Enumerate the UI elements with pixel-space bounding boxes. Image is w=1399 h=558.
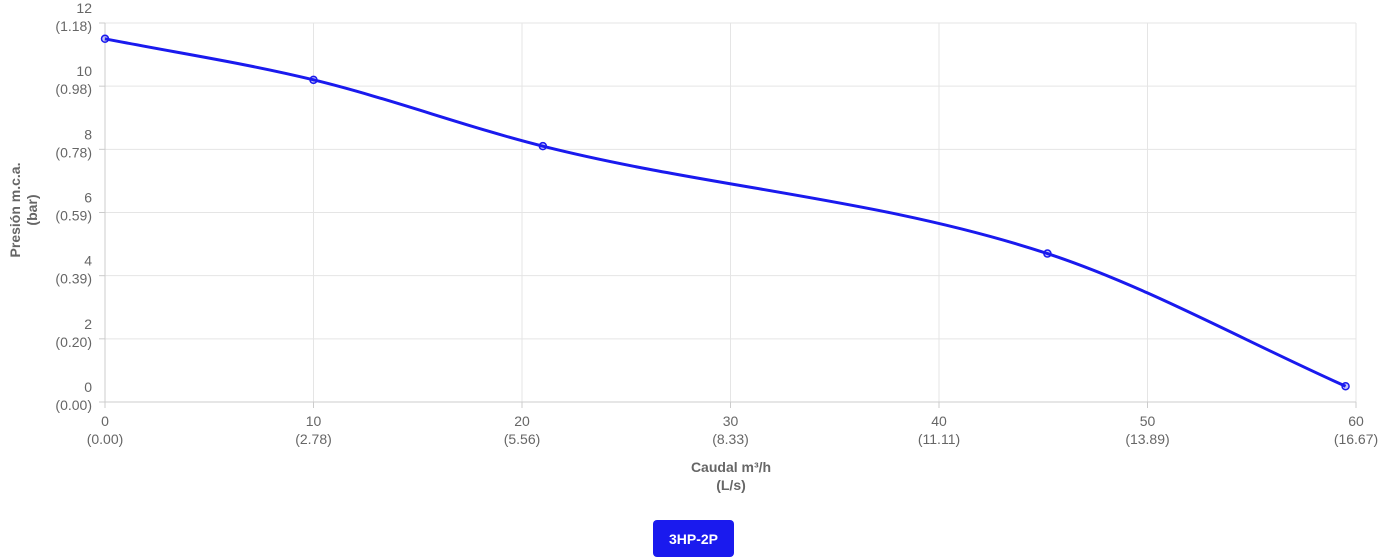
data-point-0-4[interactable] — [1341, 381, 1350, 391]
grid-lines — [105, 22, 1357, 402]
x-tick-sublabel-0: (0.00) — [87, 431, 124, 447]
y-tick-label-3: 6 — [84, 190, 92, 206]
data-point-0-2[interactable] — [538, 141, 548, 151]
data-point-0-1[interactable] — [309, 75, 318, 85]
y-axis-title: Presión m.c.a. — [7, 163, 23, 258]
x-tick-label-2: 20 — [514, 413, 530, 429]
x-axis-subtitle: (L/s) — [716, 477, 746, 493]
x-tick-label-6: 60 — [1348, 413, 1364, 429]
x-axis-title: Caudal m³/h — [691, 459, 771, 475]
x-tick-sublabel-1: (2.78) — [295, 431, 332, 447]
x-tick-sublabel-6: (16.67) — [1334, 431, 1378, 447]
y-tick-label-1: 2 — [84, 316, 92, 332]
y-tick-sublabel-4: (0.78) — [55, 144, 92, 160]
data-point-0-0[interactable] — [100, 34, 110, 44]
y-axis-subtitle: (bar) — [24, 194, 40, 225]
x-tick-label-3: 30 — [723, 413, 739, 429]
data-point-0-3[interactable] — [1043, 249, 1052, 258]
x-tick-sublabel-3: (8.33) — [712, 431, 749, 447]
y-tick-sublabel-3: (0.59) — [55, 208, 92, 224]
y-tick-label-4: 8 — [84, 126, 92, 142]
y-tick-label-6: 12 — [76, 0, 92, 16]
x-tick-sublabel-2: (5.56) — [504, 431, 541, 447]
y-tick-label-5: 10 — [76, 63, 92, 79]
x-tick-sublabel-5: (13.89) — [1125, 431, 1169, 447]
y-tick-sublabel-5: (0.98) — [55, 81, 92, 97]
y-tick-sublabel-0: (0.00) — [55, 397, 92, 413]
y-tick-label-2: 4 — [84, 253, 92, 269]
x-tick-label-0: 0 — [101, 413, 109, 429]
x-tick-sublabel-4: (11.11) — [918, 431, 960, 447]
y-tick-sublabel-1: (0.20) — [55, 334, 92, 350]
series-line-0 — [104, 37, 1347, 388]
series-group — [100, 34, 1350, 391]
y-tick-sublabel-6: (1.18) — [55, 18, 92, 34]
x-tick-label-1: 10 — [306, 413, 322, 429]
x-tick-label-5: 50 — [1140, 413, 1156, 429]
legend-series-3hp-2p[interactable]: 3HP-2P — [653, 520, 734, 557]
y-axis-ticks: 0 (0.00) 2 (0.20) 4 (0.39) 6 (0.59) 8 (0.78) 10 (0.… — [55, 0, 105, 413]
x-tick-label-4: 40 — [931, 413, 947, 429]
pump-curve-chart: 0(0.00)10(2.78)20(5.56)30(8.33)40(11.11)… — [7, 0, 1378, 493]
y-tick-label-0: 0 — [84, 379, 92, 395]
y-tick-sublabel-2: (0.39) — [55, 271, 92, 287]
x-axis-ticks: 0 (0.00) 10 (2.78) 20 (5.56) 30 (8.33) 40 (11.11)… — [87, 402, 1378, 447]
